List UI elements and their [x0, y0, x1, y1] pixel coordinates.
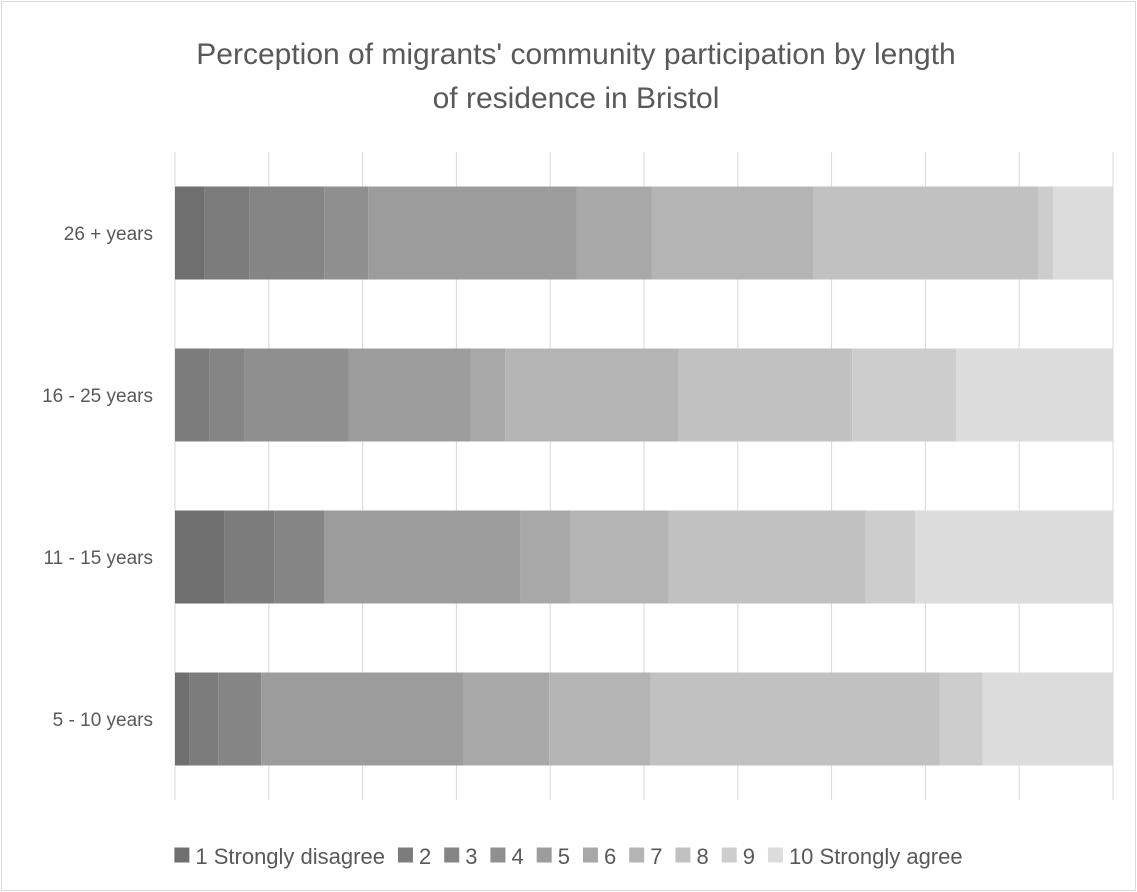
bar-segment: [324, 186, 369, 280]
legend-item: 5: [536, 844, 570, 869]
bar-segment: [218, 672, 262, 766]
bar-segment: [813, 186, 1038, 280]
bar-segment: [865, 510, 916, 604]
chart-title: Perception of migrants' community partic…: [196, 38, 955, 115]
category-label: 5 - 10 years: [53, 710, 153, 731]
legend-swatch: [174, 847, 190, 863]
bar-segment: [249, 186, 325, 280]
bar-segment: [274, 510, 324, 604]
legend-swatch: [629, 847, 645, 863]
legend-item: 7: [629, 844, 662, 869]
legend-swatch: [767, 847, 783, 863]
legend-swatch: [490, 847, 506, 863]
legend-swatch: [582, 847, 598, 863]
bar-segment: [368, 186, 577, 280]
legend-item: 9: [721, 844, 755, 869]
legend-label: 7: [650, 844, 662, 869]
bar-segment: [261, 672, 463, 766]
bar-segment: [204, 186, 250, 280]
bars: [175, 186, 1113, 766]
legend-swatch: [721, 847, 737, 863]
bar-segment: [982, 672, 1113, 766]
legend-label: 1 Strongly disagree: [195, 844, 385, 869]
legend-item: 3: [444, 844, 477, 869]
category-labels: 26 + years 16 - 25 years 11 - 15 years 5 - …: [42, 224, 153, 731]
legend-swatch: [444, 847, 460, 863]
legend-item: 2: [397, 844, 431, 869]
bar-segment: [520, 510, 571, 604]
legend-label: 3: [465, 844, 477, 869]
legend-item: 6: [582, 844, 616, 869]
category-label: 26 + years: [64, 224, 153, 245]
legend-item: 4: [490, 844, 524, 869]
bar-segment: [668, 510, 866, 604]
legend-label: 2: [419, 844, 431, 869]
legend-item: 8: [675, 844, 709, 869]
bar-segment: [956, 348, 1113, 442]
bar-segment: [651, 186, 814, 280]
bar-segment: [678, 348, 853, 442]
chart-title-line-2: of residence in Bristol: [433, 82, 720, 115]
bar-segment: [1052, 186, 1113, 280]
bar-segment: [175, 510, 225, 604]
bar-segment: [650, 672, 940, 766]
bar-segment: [209, 348, 245, 442]
bar-segment: [939, 672, 983, 766]
bar-segment: [1037, 186, 1053, 280]
bar-segment: [175, 186, 205, 280]
bar-segment: [570, 510, 669, 604]
legend-label: 4: [511, 844, 523, 869]
legend-swatch: [536, 847, 552, 863]
bar-segment: [915, 510, 1113, 604]
bar-segment: [244, 348, 349, 442]
bar-segment: [175, 348, 210, 442]
bar-segment: [224, 510, 275, 604]
bar-segment: [323, 510, 521, 604]
bar-segment: [576, 186, 652, 280]
bar-segment: [549, 672, 651, 766]
bar-segment: [505, 348, 679, 442]
chart-title-line-1: Perception of migrants' community partic…: [196, 38, 955, 71]
bar-segment: [189, 672, 219, 766]
legend-item: 10 Strongly agree: [767, 844, 963, 869]
legend-label: 8: [696, 844, 708, 869]
legend-swatch: [397, 847, 413, 863]
legend-label: 5: [558, 844, 570, 869]
bar-segment: [462, 672, 550, 766]
legend-label: 9: [743, 844, 755, 869]
bar-segment: [470, 348, 506, 442]
legend-item: 1 Strongly disagree: [174, 844, 385, 869]
legend: 1 Strongly disagree 2 3 4 5 6 7 8 9 10 Strongly a…: [174, 844, 963, 869]
legend-label: 10 Strongly agree: [789, 844, 963, 869]
category-label: 11 - 15 years: [44, 548, 153, 569]
bar-segment: [348, 348, 471, 442]
legend-label: 6: [604, 844, 616, 869]
bar-segment: [175, 672, 190, 766]
legend-swatch: [675, 847, 691, 863]
category-label: 16 - 25 years: [42, 386, 153, 407]
bar-segment: [852, 348, 957, 442]
